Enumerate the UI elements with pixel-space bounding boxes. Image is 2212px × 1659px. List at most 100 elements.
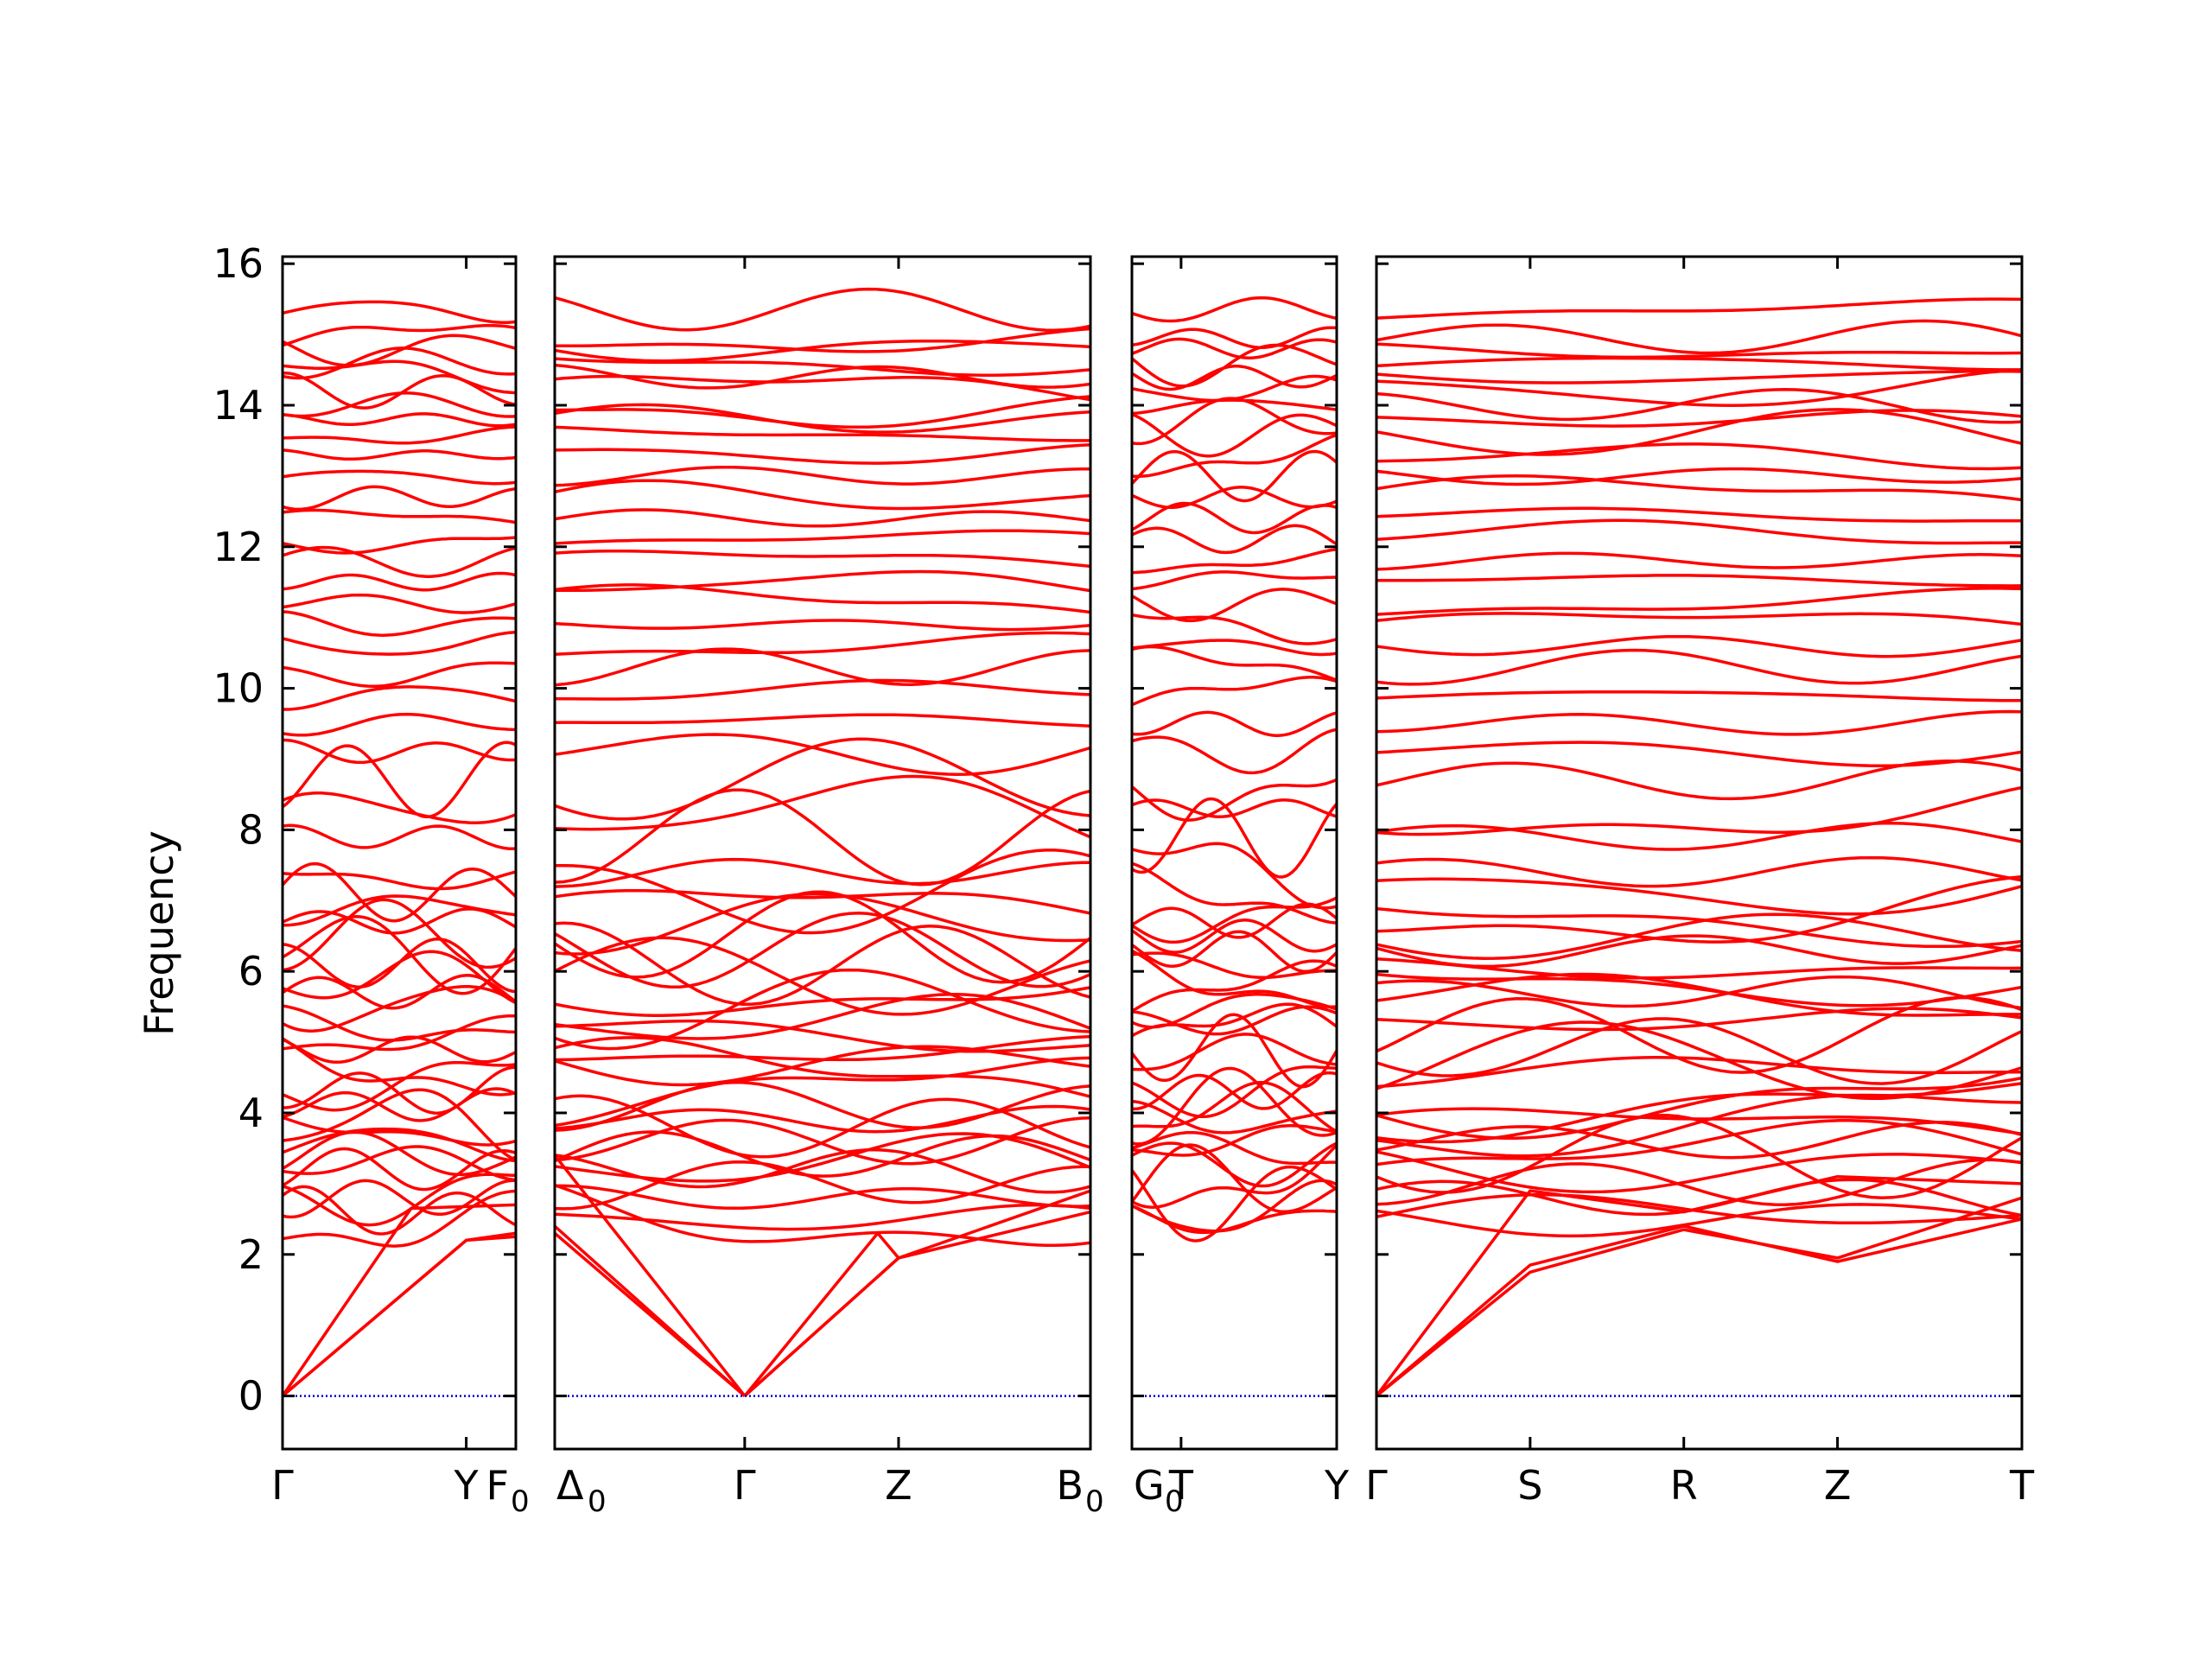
band-line — [283, 1116, 516, 1147]
band-line — [555, 788, 1090, 887]
band-line — [1376, 356, 2022, 372]
band-line — [1132, 798, 1337, 818]
band-line — [283, 1147, 516, 1192]
band-line — [283, 738, 516, 765]
x-tick-label: Γ — [734, 1462, 756, 1509]
band-line — [283, 915, 516, 995]
band-line — [555, 442, 1090, 465]
band-line — [1376, 648, 2022, 686]
band-line — [283, 1060, 516, 1112]
band-line — [555, 774, 1090, 839]
band-line — [1132, 547, 1337, 575]
band-line — [1132, 398, 1337, 416]
band-line — [555, 583, 1090, 614]
band-line — [1132, 902, 1337, 939]
band-line — [283, 485, 516, 512]
band-line — [1376, 1158, 2022, 1206]
x-edge-subscript: 0 — [1085, 1484, 1104, 1519]
bands-group — [1132, 296, 1337, 1243]
band-line — [555, 1019, 1090, 1053]
band-line — [1376, 551, 2022, 571]
band-line — [1376, 297, 2022, 320]
band-line — [283, 685, 516, 711]
acoustic-branch — [743, 1189, 1090, 1397]
y-tick-label: 14 — [213, 382, 264, 429]
x-edge-label: F — [486, 1462, 509, 1509]
band-line — [1376, 1192, 2022, 1225]
band-line — [1376, 995, 2022, 1074]
band-line — [1376, 709, 2022, 736]
band-line — [283, 1130, 516, 1177]
band-line — [1376, 855, 2022, 888]
band-line — [283, 346, 516, 380]
x-tick-label: Z — [1824, 1462, 1852, 1509]
band-line — [1376, 1082, 2022, 1144]
band-line — [555, 968, 1090, 1051]
band-line — [1132, 326, 1337, 349]
band-line — [1376, 518, 2022, 545]
band-line — [555, 508, 1090, 528]
panel-frame — [553, 255, 1092, 1451]
band-line — [1132, 433, 1337, 479]
band-line — [283, 593, 516, 614]
band-line — [1132, 524, 1337, 555]
band-line — [283, 661, 516, 689]
band-line — [555, 1184, 1090, 1248]
acoustic-branch — [555, 1224, 747, 1397]
band-line — [555, 569, 1090, 593]
band-line — [555, 403, 1090, 434]
band-line — [1376, 1150, 2022, 1194]
y-tick-label: 10 — [213, 665, 264, 712]
band-line — [555, 733, 1090, 776]
panel-frame — [1375, 255, 2024, 1451]
band-line — [1376, 972, 2022, 1007]
band-line — [1376, 741, 2022, 767]
band-line — [283, 1173, 516, 1227]
bands-group — [555, 287, 1090, 1397]
band-line — [1376, 1007, 2022, 1032]
band-line — [1376, 319, 2022, 355]
band-line — [1376, 388, 2022, 424]
band-line — [1376, 474, 2022, 502]
band-line — [555, 713, 1090, 728]
band-line — [283, 1004, 516, 1042]
band-line — [1376, 912, 2022, 960]
panel-frame — [1130, 255, 1338, 1451]
panel-3: T Y G 0 — [1130, 255, 1350, 1519]
band-line — [283, 985, 516, 1033]
band-line — [555, 986, 1090, 1017]
band-line — [1132, 570, 1337, 591]
x-tick-label: Γ — [1365, 1462, 1388, 1509]
band-line — [555, 737, 1090, 821]
band-line — [1376, 972, 2022, 1017]
band-line — [555, 1056, 1090, 1128]
band-line — [1132, 449, 1337, 503]
band-line — [1132, 1130, 1337, 1166]
band-line — [1132, 645, 1337, 682]
band-line — [283, 1127, 516, 1163]
acoustic-branch — [283, 1235, 516, 1397]
band-line — [1376, 1017, 2022, 1085]
band-line — [555, 1184, 1090, 1211]
band-line — [283, 469, 516, 486]
band-line — [555, 911, 1090, 989]
y-tick-label: 2 — [238, 1231, 264, 1278]
band-line — [555, 287, 1090, 332]
band-line — [283, 791, 516, 824]
acoustic-branch — [1376, 1174, 2022, 1397]
acoustic-branch — [1376, 1196, 2022, 1397]
band-line — [555, 647, 1090, 687]
band-line — [283, 974, 516, 1010]
band-line — [283, 545, 516, 578]
band-line — [1132, 918, 1337, 954]
band-line — [283, 448, 516, 461]
band-line — [555, 892, 1090, 956]
band-line — [1132, 1066, 1337, 1146]
band-line — [555, 888, 1090, 915]
band-line — [1132, 861, 1337, 925]
y-tick-label: 8 — [238, 806, 264, 853]
band-line — [1376, 587, 2022, 616]
band-line — [555, 936, 1090, 1016]
